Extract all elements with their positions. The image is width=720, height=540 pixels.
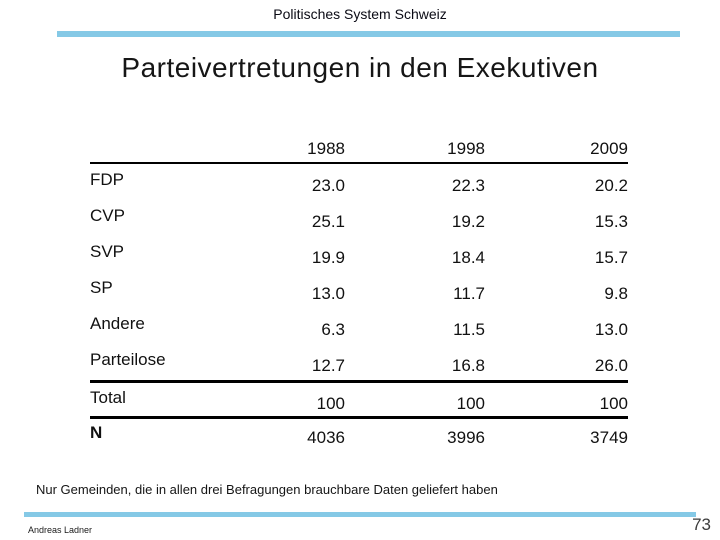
page-title: Parteivertretungen in den Exekutiven [121, 52, 599, 83]
row-label: Parteilose [90, 350, 166, 369]
table-row-cvp: CVP 25.1 19.2 15.3 [90, 200, 628, 236]
footer-divider-line [24, 512, 696, 517]
cell-value: 3749 [590, 428, 628, 447]
cell-value: 11.7 [453, 284, 485, 303]
cell-value: 16.8 [451, 356, 485, 375]
column-header-2009: 2009 [590, 139, 628, 158]
cell-value: 20.2 [594, 176, 628, 195]
row-label: SVP [90, 242, 125, 261]
cell-value: 100 [456, 394, 485, 413]
row-label: Total [90, 388, 126, 407]
table-header-row: 1988 1998 2009 [90, 138, 628, 164]
cell-value: 3996 [447, 428, 485, 447]
cell-value: 15.3 [594, 212, 628, 231]
column-header-1988: 1988 [307, 139, 345, 158]
table-row-n: N 4036 3996 3749 [90, 416, 628, 453]
table-row-andere: Andere 6.3 11.5 13.0 [90, 308, 628, 344]
cell-value: 15.7 [594, 248, 628, 267]
cell-value: 22.3 [451, 176, 485, 195]
cell-value: 12.7 [311, 356, 345, 375]
cell-value: 18.4 [451, 248, 485, 267]
table-row-sp: SP 13.0 11.7 9.8 [90, 272, 628, 308]
cell-value: 13.0 [311, 284, 345, 303]
party-representation-table: 1988 1998 2009 FDP 23.0 22.3 20.2 CVP 25… [90, 138, 628, 453]
row-label: SP [90, 278, 113, 297]
table-row-parteilose: Parteilose 12.7 16.8 26.0 [90, 344, 628, 380]
author-credit: Andreas Ladner [28, 525, 93, 535]
cell-value: 26.0 [594, 356, 628, 375]
page-number: 73 [692, 515, 711, 534]
header-divider-line [57, 31, 680, 37]
table-row-svp: SVP 19.9 18.4 15.7 [90, 236, 628, 272]
cell-value: 25.1 [311, 212, 345, 231]
footnote: Nur Gemeinden, die in allen drei Befragu… [36, 482, 498, 497]
cell-value: 11.5 [453, 320, 485, 339]
column-header-1998: 1998 [447, 139, 485, 158]
cell-value: 19.9 [311, 248, 345, 267]
cell-value: 9.8 [604, 284, 628, 303]
cell-value: 4036 [307, 428, 345, 447]
row-label: N [90, 423, 103, 442]
cell-value: 23.0 [311, 176, 345, 195]
cell-value: 100 [599, 394, 628, 413]
row-label: CVP [90, 206, 125, 225]
table-header-empty-cell [90, 138, 255, 162]
table-row-fdp: FDP 23.0 22.3 20.2 [90, 164, 628, 200]
row-label: FDP [90, 170, 124, 189]
cell-value: 19.2 [451, 212, 485, 231]
cell-value: 100 [316, 394, 345, 413]
row-label: Andere [90, 314, 145, 333]
slide-header: Politisches System Schweiz [273, 6, 447, 22]
cell-value: 6.3 [321, 320, 345, 339]
cell-value: 13.0 [594, 320, 628, 339]
table-row-total: Total 100 100 100 [90, 380, 628, 416]
